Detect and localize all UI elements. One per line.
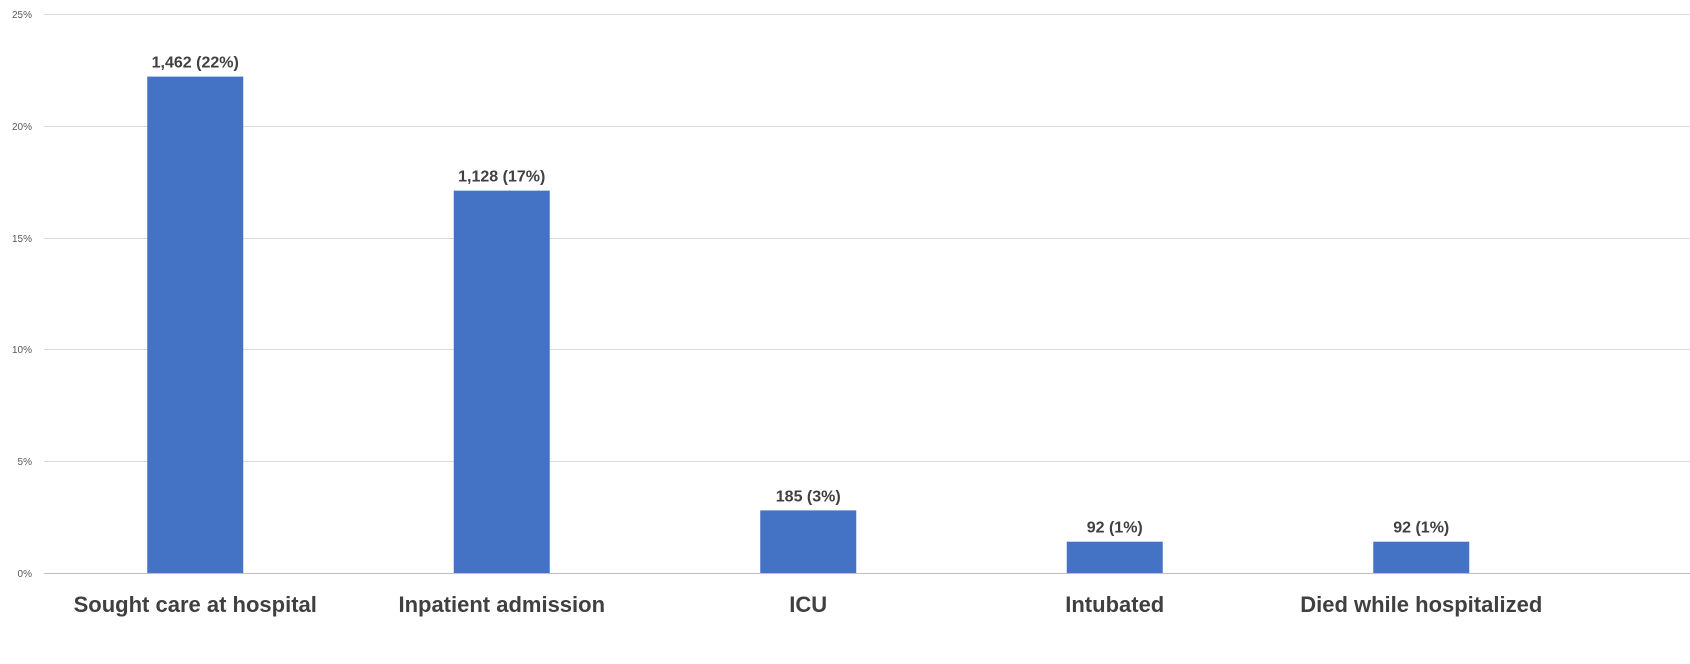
x-category-label: Died while hospitalized xyxy=(1300,592,1542,617)
x-category-label: ICU xyxy=(789,592,827,617)
y-tick-label: 15% xyxy=(12,234,32,245)
y-tick-label: 5% xyxy=(18,457,33,468)
y-tick-label: 25% xyxy=(12,10,32,21)
data-labels: 1,462 (22%) 1,128 (17%) 185 (3%) 92 (1%) 92 … xyxy=(152,55,1450,537)
bar xyxy=(453,190,550,574)
x-category-label: Intubated xyxy=(1065,592,1164,617)
y-axis-ticks: 0% 5% 10% 15% 20% 25% xyxy=(12,10,32,580)
y-tick-label: 20% xyxy=(12,122,32,133)
data-label: 92 (1%) xyxy=(1393,520,1449,537)
x-category-label: Inpatient admission xyxy=(398,592,605,617)
x-category-label: Sought care at hospital xyxy=(74,592,317,617)
x-axis-categories: Sought care at hospital Inpatient admissi… xyxy=(74,592,1543,617)
y-tick-label: 10% xyxy=(12,345,32,356)
bar xyxy=(1066,541,1163,573)
bar xyxy=(760,510,857,573)
y-tick-label: 0% xyxy=(18,569,33,580)
data-label: 1,462 (22%) xyxy=(152,55,239,72)
bar xyxy=(147,76,244,573)
bars xyxy=(147,76,1470,574)
data-label: 92 (1%) xyxy=(1087,520,1143,537)
data-label: 185 (3%) xyxy=(776,488,841,505)
data-label: 1,128 (17%) xyxy=(458,169,545,186)
gridlines xyxy=(44,14,1690,574)
bar xyxy=(1373,541,1470,573)
